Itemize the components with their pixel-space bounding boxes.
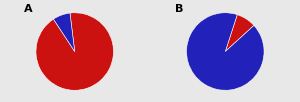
- Wedge shape: [36, 13, 113, 90]
- Text: B: B: [175, 4, 183, 14]
- Wedge shape: [187, 13, 264, 90]
- Wedge shape: [225, 15, 254, 52]
- Wedge shape: [53, 13, 75, 52]
- Text: A: A: [24, 4, 33, 14]
